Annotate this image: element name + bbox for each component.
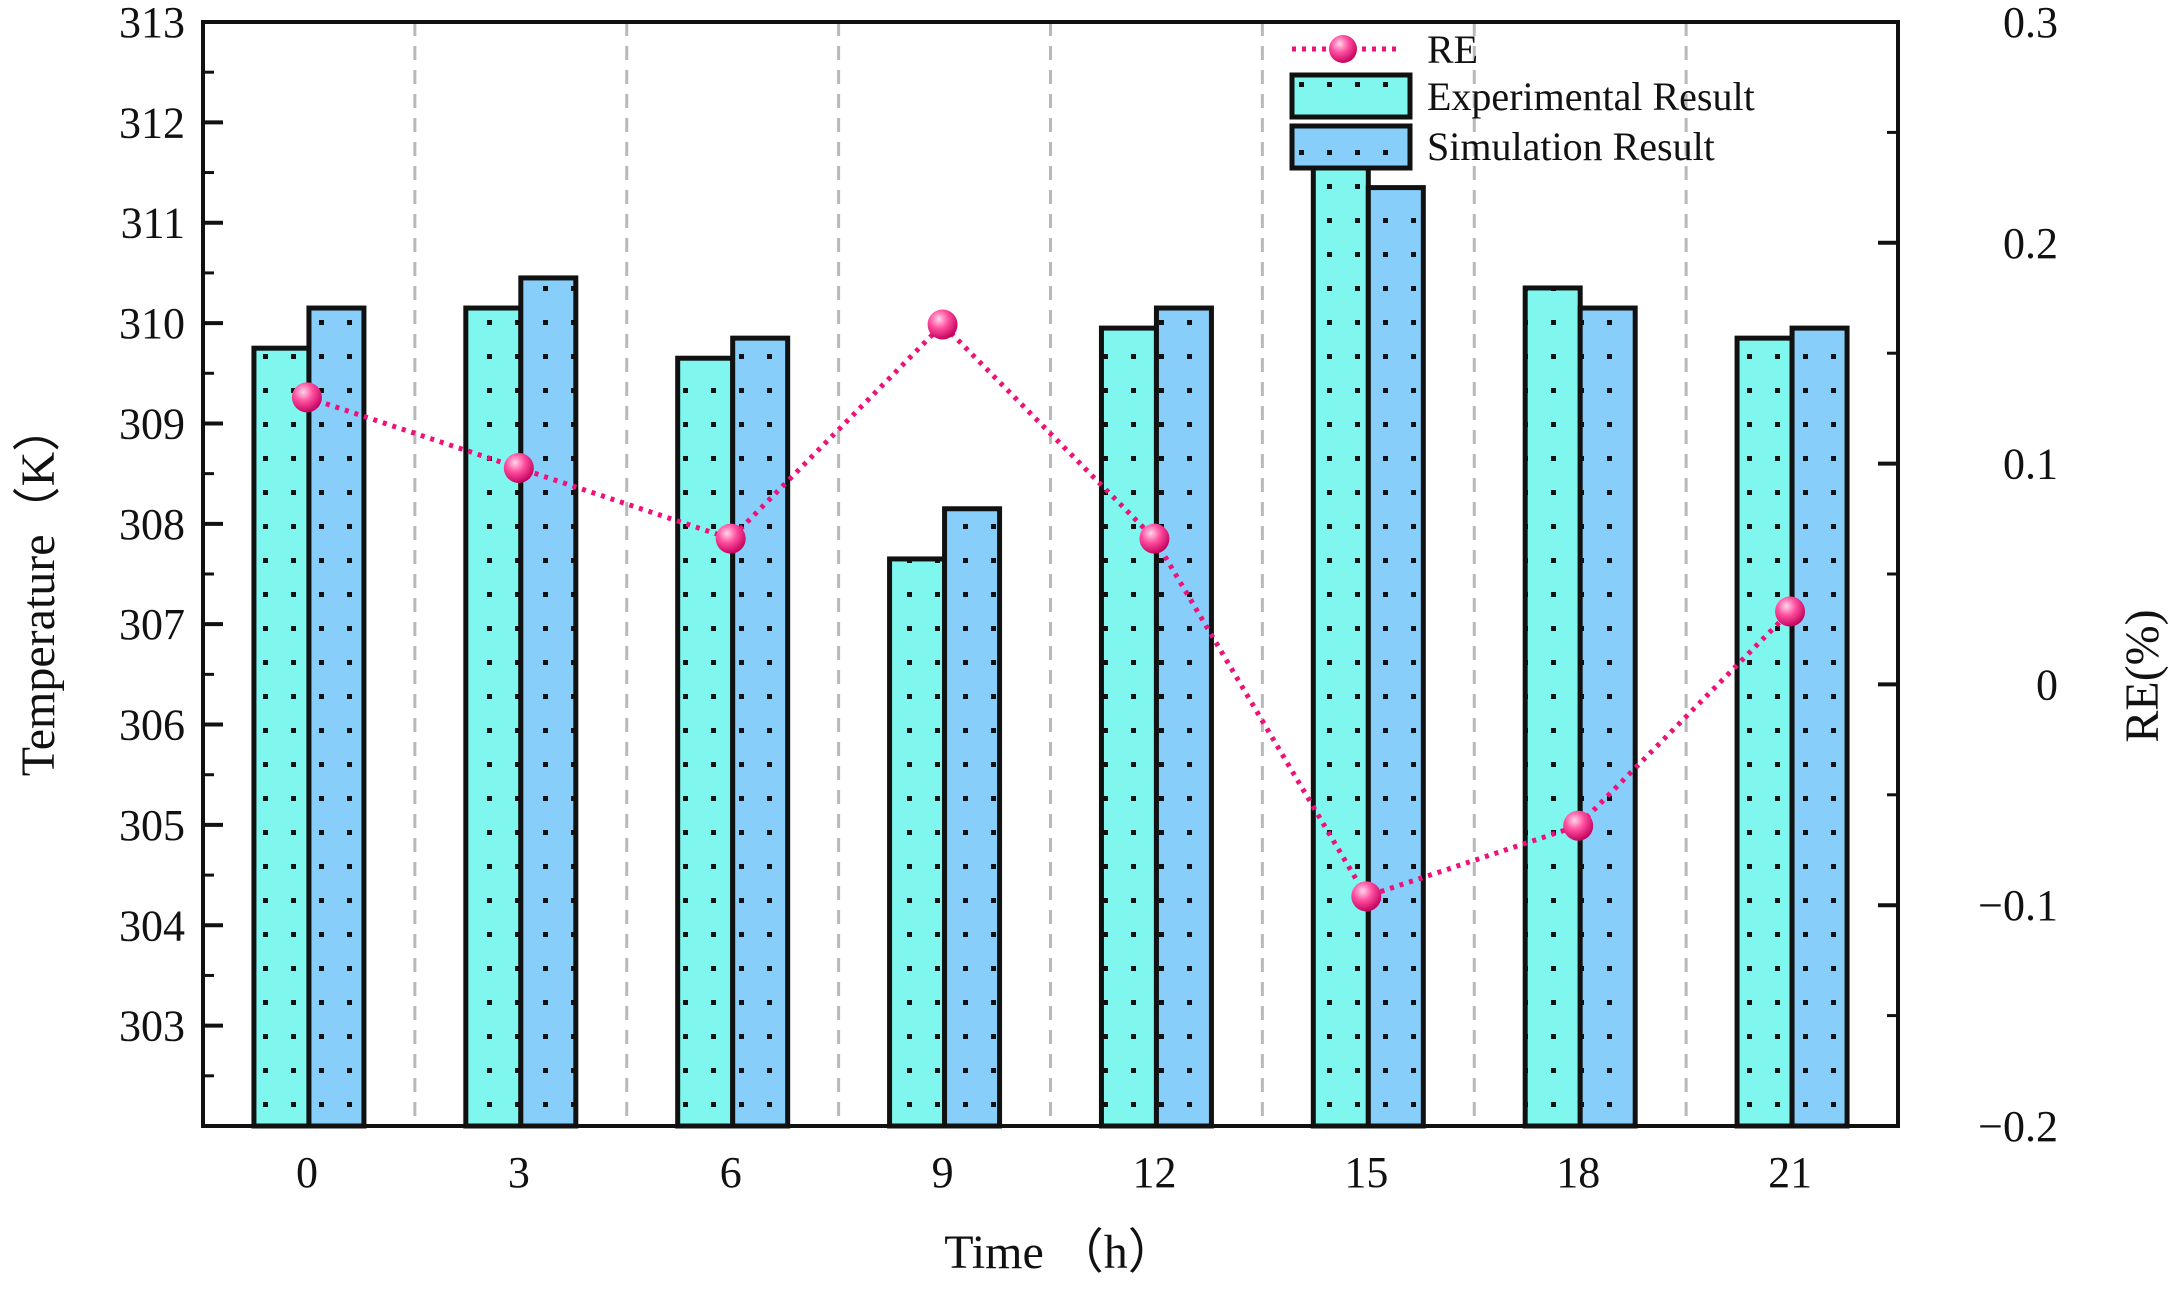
left-axis: 303 304 305 306 307 308 309 310 311 312 313 [119, 0, 223, 1078]
left-tick-label: 306 [119, 701, 185, 750]
bars [251, 154, 1850, 1129]
re-point-21 [1775, 596, 1806, 627]
simulation-bar-12-dots [1156, 308, 1212, 1126]
legend-re-label: RE [1427, 27, 1478, 72]
legend: RE Experimental Result Simulation Result [1289, 27, 1755, 171]
x-tick-label: 18 [1556, 1148, 1600, 1197]
right-tick-label: 0.1 [2003, 440, 2058, 489]
re-point-15 [1351, 881, 1382, 912]
right-tick-label: −0.1 [1978, 881, 2058, 930]
left-tick-label: 305 [119, 801, 185, 850]
legend-simulation-swatch-dots [1292, 126, 1410, 168]
re-point-12 [1139, 523, 1170, 554]
left-tick-label: 312 [119, 98, 185, 147]
right-tick-label: 0 [2036, 660, 2058, 709]
simulation-bar-21-dots [1792, 328, 1848, 1126]
experimental-bar-15-dots [1313, 157, 1369, 1126]
x-tick-label: 3 [508, 1148, 530, 1197]
simulation-bar-9-dots [944, 508, 1000, 1126]
simulation-bar-15-dots [1368, 187, 1424, 1127]
experimental-bar-21-dots [1737, 338, 1793, 1126]
experimental-bar-3-dots [465, 308, 521, 1126]
experimental-bar-12-dots [1101, 328, 1157, 1126]
right-tick-label: 0.2 [2003, 219, 2058, 268]
simulation-bar-3-dots [520, 277, 576, 1127]
simulation-bar-0-dots [308, 308, 364, 1126]
left-tick-label: 303 [119, 1002, 185, 1051]
simulation-bar-6-dots [732, 338, 788, 1126]
left-axis-title: Temperature（K） [12, 404, 65, 777]
legend-experimental-label: Experimental Result [1427, 74, 1755, 119]
re-point-18 [1563, 810, 1594, 841]
re-point-3 [503, 453, 534, 484]
left-tick-label: 308 [119, 500, 185, 549]
left-tick-label: 309 [119, 399, 185, 448]
x-tick-label: 12 [1132, 1148, 1176, 1197]
experimental-bar-0-dots [253, 348, 309, 1126]
left-tick-label: 310 [119, 299, 185, 348]
x-tick-label: 21 [1768, 1148, 1812, 1197]
grid-lines [413, 22, 1688, 1126]
re-series-line [306, 320, 1792, 900]
left-tick-label: 313 [119, 0, 185, 47]
left-tick-label: 304 [119, 901, 185, 950]
x-axis: 0 3 6 9 12 15 18 21 [296, 1148, 1812, 1197]
legend-experimental-swatch-dots [1292, 75, 1410, 117]
right-axis-title: RE(%) [2116, 609, 2169, 742]
x-tick-label: 15 [1344, 1148, 1388, 1197]
legend-simulation-label: Simulation Result [1427, 124, 1715, 169]
experimental-bar-6-dots [677, 358, 733, 1127]
x-tick-label: 9 [932, 1148, 954, 1197]
x-axis-title: Time （h） [944, 1226, 1176, 1279]
left-tick-label: 311 [121, 199, 185, 248]
right-tick-label: 0.3 [2003, 0, 2058, 47]
x-tick-label: 6 [720, 1148, 742, 1197]
experimental-bar-9-dots [889, 558, 945, 1126]
x-tick-label: 0 [296, 1148, 318, 1197]
re-line [291, 309, 1806, 912]
re-point-0 [291, 382, 322, 413]
left-tick-label: 307 [119, 600, 185, 649]
right-axis: −0.2 −0.1 0 0.1 0.2 0.3 [1878, 0, 2058, 1151]
simulation-bar-18-dots [1580, 308, 1636, 1126]
legend-re-marker [1329, 35, 1357, 63]
re-point-9 [927, 309, 958, 340]
experimental-bar-18-dots [1525, 287, 1581, 1126]
re-point-6 [715, 523, 746, 554]
right-tick-label: −0.2 [1978, 1102, 2058, 1151]
